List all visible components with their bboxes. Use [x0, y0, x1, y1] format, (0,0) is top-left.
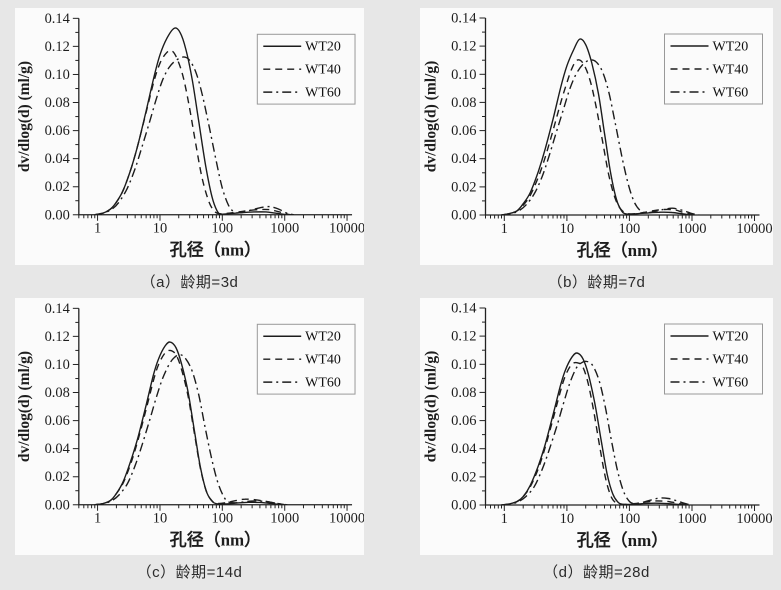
caption-d: （d）龄期=28d — [543, 564, 650, 581]
svg-text:dv/dlog(d) (ml/g): dv/dlog(d) (ml/g) — [16, 351, 33, 462]
svg-text:0.06: 0.06 — [451, 123, 476, 139]
svg-text:0.12: 0.12 — [45, 329, 70, 345]
svg-text:0.14: 0.14 — [451, 301, 477, 317]
pore-distribution-chart-a: 1 10 100 1000 10000 0.00 0.02 0.04 0.06 0.08 0.10 0… — [16, 11, 364, 260]
caption-b: （b）龄期=7d — [547, 274, 646, 291]
svg-text:100: 100 — [211, 221, 233, 237]
svg-text:0.10: 0.10 — [45, 357, 70, 373]
svg-text:1: 1 — [94, 511, 101, 527]
svg-text:WT40: WT40 — [305, 353, 341, 368]
subplot-b: 1 10 100 1000 10000 0.00 0.02 0.04 0.06 0.08 0.10 0… — [420, 8, 773, 298]
svg-text:0.12: 0.12 — [45, 39, 70, 55]
svg-text:0.10: 0.10 — [45, 67, 70, 83]
svg-text:0.14: 0.14 — [45, 11, 70, 27]
svg-text:10: 10 — [560, 221, 575, 237]
svg-text:孔径（nm）: 孔径（nm） — [577, 240, 669, 260]
svg-text:0.12: 0.12 — [451, 39, 476, 55]
caption-a: （a）龄期=3d — [140, 274, 239, 291]
svg-text:WT60: WT60 — [305, 86, 341, 101]
svg-text:WT40: WT40 — [713, 63, 749, 78]
svg-text:WT40: WT40 — [305, 63, 341, 78]
svg-text:WT20: WT20 — [305, 330, 341, 345]
svg-text:0.14: 0.14 — [451, 11, 477, 27]
svg-text:0.00: 0.00 — [451, 498, 476, 514]
svg-text:0.06: 0.06 — [45, 413, 70, 429]
svg-text:dv/dlog(d) (ml/g): dv/dlog(d) (ml/g) — [423, 351, 440, 463]
svg-text:0.10: 0.10 — [451, 357, 476, 373]
svg-text:0.08: 0.08 — [451, 95, 476, 111]
svg-text:1000: 1000 — [270, 511, 299, 527]
caption-c: （c）龄期=14d — [136, 564, 243, 581]
svg-text:0.14: 0.14 — [45, 301, 70, 317]
svg-text:0.04: 0.04 — [45, 441, 70, 457]
svg-text:孔径（nm）: 孔径（nm） — [577, 530, 669, 550]
pore-distribution-chart-c: 1 10 100 1000 10000 0.00 0.02 0.04 0.06 0.08 0.10 0… — [16, 301, 364, 550]
svg-text:100: 100 — [619, 221, 641, 237]
pore-distribution-chart-b: 1 10 100 1000 10000 0.00 0.02 0.04 0.06 0.08 0.10 0… — [423, 11, 773, 261]
svg-text:WT60: WT60 — [305, 376, 341, 391]
chart-panel-a: 1 10 100 1000 10000 0.00 0.02 0.04 0.06 0.08 0.10 0… — [15, 8, 364, 265]
svg-text:dv/dlog(d) (ml/g): dv/dlog(d) (ml/g) — [423, 61, 440, 173]
svg-text:0.06: 0.06 — [45, 123, 70, 139]
svg-text:10000: 10000 — [736, 511, 772, 527]
svg-text:1000: 1000 — [678, 221, 707, 237]
svg-text:10000: 10000 — [329, 221, 364, 237]
svg-text:1000: 1000 — [678, 511, 707, 527]
svg-text:0.00: 0.00 — [45, 497, 70, 513]
svg-text:1: 1 — [501, 221, 508, 237]
svg-text:0.08: 0.08 — [451, 385, 476, 401]
svg-text:10: 10 — [153, 221, 167, 237]
subplot-d: 1 10 100 1000 10000 0.00 0.02 0.04 0.06 0.08 0.10 0… — [420, 298, 773, 588]
svg-text:0.02: 0.02 — [45, 179, 70, 195]
svg-text:10000: 10000 — [329, 511, 364, 527]
svg-text:0.00: 0.00 — [451, 208, 476, 224]
pore-distribution-chart-d: 1 10 100 1000 10000 0.00 0.02 0.04 0.06 0.08 0.10 0… — [423, 301, 773, 551]
svg-text:WT60: WT60 — [713, 376, 749, 391]
svg-text:0.02: 0.02 — [451, 469, 476, 485]
svg-text:dv/dlog(d) (ml/g): dv/dlog(d) (ml/g) — [16, 61, 33, 172]
chart-panel-d: 1 10 100 1000 10000 0.00 0.02 0.04 0.06 0.08 0.10 0… — [420, 298, 773, 555]
svg-text:0.02: 0.02 — [45, 469, 70, 485]
svg-text:0.04: 0.04 — [45, 151, 70, 167]
svg-text:孔径（nm）: 孔径（nm） — [170, 240, 261, 260]
subplot-a: 1 10 100 1000 10000 0.00 0.02 0.04 0.06 0.08 0.10 0… — [15, 8, 364, 298]
svg-text:100: 100 — [211, 511, 233, 527]
svg-text:10: 10 — [560, 511, 575, 527]
svg-text:孔径（nm）: 孔径（nm） — [170, 530, 261, 550]
chart-panel-c: 1 10 100 1000 10000 0.00 0.02 0.04 0.06 0.08 0.10 0… — [15, 298, 364, 555]
svg-text:WT20: WT20 — [713, 40, 749, 55]
svg-text:0.02: 0.02 — [451, 179, 476, 195]
chart-panel-b: 1 10 100 1000 10000 0.00 0.02 0.04 0.06 0.08 0.10 0… — [420, 8, 773, 265]
svg-text:1: 1 — [501, 511, 508, 527]
svg-text:WT20: WT20 — [713, 330, 749, 345]
svg-text:0.12: 0.12 — [451, 329, 476, 345]
svg-text:10: 10 — [153, 511, 167, 527]
svg-text:1000: 1000 — [270, 221, 299, 237]
svg-text:0.08: 0.08 — [45, 385, 70, 401]
svg-text:0.10: 0.10 — [451, 67, 476, 83]
svg-text:100: 100 — [619, 511, 641, 527]
svg-text:0.04: 0.04 — [451, 441, 477, 457]
svg-text:WT20: WT20 — [305, 40, 341, 55]
svg-text:1: 1 — [94, 221, 101, 237]
svg-text:0.00: 0.00 — [45, 207, 70, 223]
svg-text:WT40: WT40 — [713, 353, 749, 368]
svg-text:0.04: 0.04 — [451, 151, 477, 167]
svg-text:WT60: WT60 — [713, 86, 749, 101]
subplot-c: 1 10 100 1000 10000 0.00 0.02 0.04 0.06 0.08 0.10 0… — [15, 298, 364, 588]
svg-text:0.06: 0.06 — [451, 413, 476, 429]
svg-text:0.08: 0.08 — [45, 95, 70, 111]
svg-text:10000: 10000 — [736, 221, 772, 237]
